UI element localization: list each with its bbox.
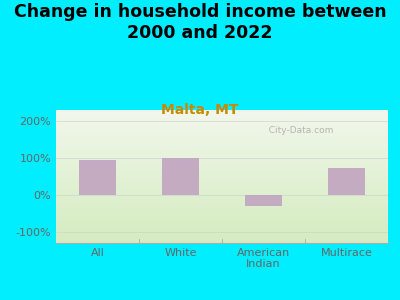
Bar bbox=[79, 160, 116, 195]
Text: Change in household income between
2000 and 2022: Change in household income between 2000 … bbox=[14, 3, 386, 42]
Bar bbox=[162, 158, 199, 195]
Text: City-Data.com: City-Data.com bbox=[263, 126, 334, 135]
Text: Malta, MT: Malta, MT bbox=[161, 103, 239, 118]
Bar bbox=[245, 195, 282, 206]
Bar bbox=[328, 168, 365, 195]
